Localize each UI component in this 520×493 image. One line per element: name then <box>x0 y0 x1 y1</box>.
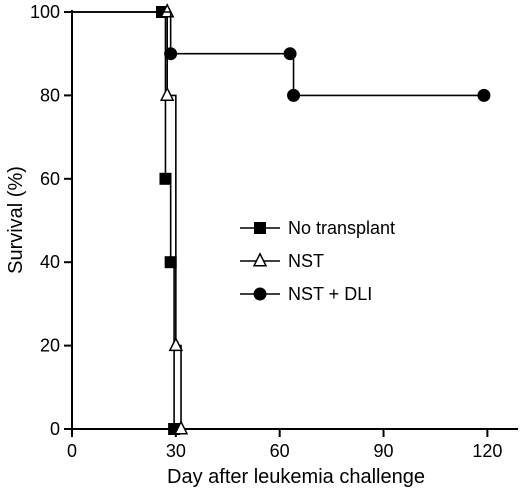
series-line <box>72 11 484 97</box>
x-tick-label: 0 <box>67 441 77 461</box>
plot-area: 0 20 40 60 80 100 0 30 60 90 120 <box>30 2 518 461</box>
legend-label: No transplant <box>288 218 395 238</box>
data-point <box>287 88 301 102</box>
y-tick-label: 0 <box>50 419 60 439</box>
y-ticks: 0 20 40 60 80 100 <box>30 2 72 439</box>
y-tick-label: 100 <box>30 2 60 22</box>
data-point <box>159 86 175 101</box>
x-ticks: 0 30 60 90 120 <box>67 429 502 461</box>
legend: No transplant NST NST + DLI <box>240 218 395 304</box>
series-layer <box>72 3 491 435</box>
legend-item: NST + DLI <box>240 284 372 304</box>
legend-item: NST <box>240 251 324 271</box>
legend-label: NST + DLI <box>288 284 372 304</box>
x-tick-label: 30 <box>166 441 186 461</box>
x-tick-label: 90 <box>374 441 394 461</box>
series-nst <box>72 3 189 435</box>
y-tick-label: 40 <box>40 252 60 272</box>
data-point <box>173 420 189 435</box>
data-point <box>283 47 297 61</box>
data-point <box>164 47 178 61</box>
data-point <box>164 256 177 269</box>
legend-marker <box>252 252 268 267</box>
y-tick-label: 80 <box>40 85 60 105</box>
series-no-transplant <box>72 6 181 435</box>
legend-label: NST <box>288 251 324 271</box>
x-tick-label: 120 <box>472 441 502 461</box>
data-point <box>168 336 184 352</box>
x-tick-label: 60 <box>270 441 290 461</box>
series-nst-dli <box>72 11 491 102</box>
x-axis-title: Day after leukemia challenge <box>167 466 425 488</box>
y-tick-label: 60 <box>40 169 60 189</box>
y-tick-label: 20 <box>40 336 60 356</box>
y-axis-title: Survival (%) <box>5 166 27 274</box>
legend-item: No transplant <box>240 218 395 238</box>
legend-marker <box>253 287 267 301</box>
series-line <box>72 11 175 429</box>
data-point <box>477 88 491 102</box>
data-point <box>159 172 172 185</box>
legend-marker <box>254 222 266 234</box>
